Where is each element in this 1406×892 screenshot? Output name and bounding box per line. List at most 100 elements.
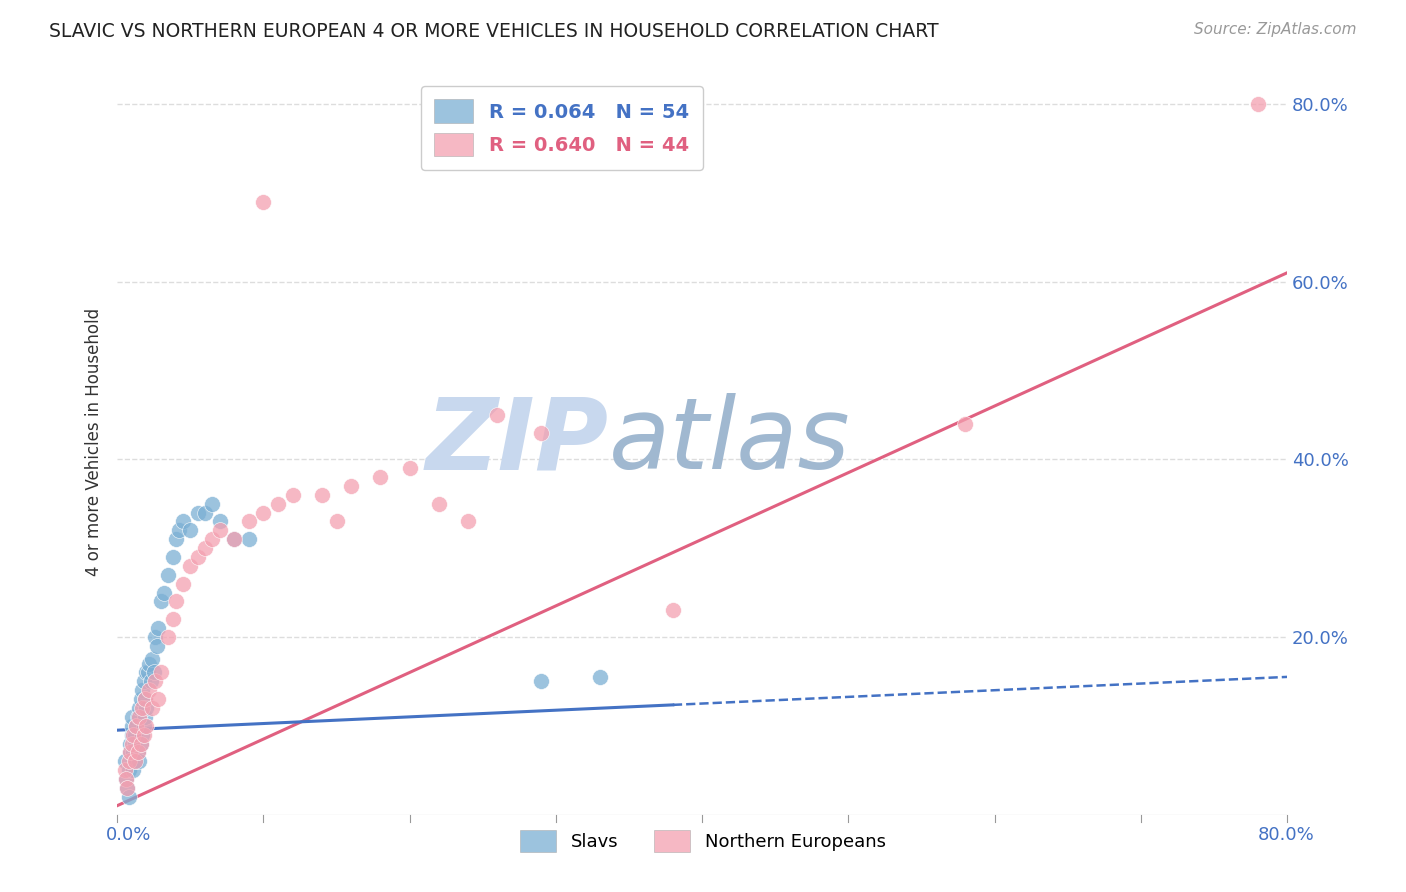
Point [127,710,149,724]
Point [129,737,152,751]
Point [121,719,143,733]
Point [129,737,152,751]
Point [208,524,231,538]
Point [131,728,153,742]
Point [340,479,363,493]
Point [187,506,209,520]
Point [138,683,160,698]
Point [122,728,145,742]
Point [153,585,176,599]
Point [141,701,163,715]
Point [118,789,141,804]
Point [238,515,260,529]
Point [135,719,157,733]
Text: 0.0%: 0.0% [105,826,150,844]
Point [252,506,274,520]
Point [370,470,392,484]
Point [146,692,169,706]
Point [117,780,139,795]
Point [125,754,148,768]
Point [118,763,141,777]
Point [172,515,194,529]
Point [118,754,141,768]
Point [1247,97,1270,112]
Point [224,533,246,547]
Point [194,541,217,555]
Point [114,763,136,777]
Point [131,701,153,715]
Point [124,728,146,742]
Point [281,488,304,502]
Point [150,594,173,608]
Point [138,657,160,671]
Point [117,780,139,795]
Point [662,603,685,617]
Point [530,674,553,689]
Point [139,674,162,689]
Point [427,497,450,511]
Point [125,719,148,733]
Point [121,728,143,742]
Point [132,728,155,742]
Point [201,497,224,511]
Point [167,524,190,538]
Point [194,506,217,520]
Point [157,630,180,644]
Text: ZIP: ZIP [426,393,609,490]
Point [142,665,165,680]
Point [132,674,155,689]
Legend: Slavs, Northern Europeans: Slavs, Northern Europeans [510,821,896,861]
Text: atlas: atlas [609,393,851,490]
Point [208,515,231,529]
Point [187,549,209,564]
Point [131,683,153,698]
Point [124,754,146,768]
Point [165,594,187,608]
Point [238,533,260,547]
Point [162,612,184,626]
Point [179,524,201,538]
Point [122,763,145,777]
Point [955,417,977,431]
Point [179,558,201,573]
Point [128,710,150,724]
Point [141,652,163,666]
Point [125,719,148,733]
Point [267,497,290,511]
Point [165,533,187,547]
Point [128,754,150,768]
Legend: R = 0.064   N = 54, R = 0.640   N = 44: R = 0.064 N = 54, R = 0.640 N = 44 [420,86,703,170]
Point [457,515,479,529]
Point [162,549,184,564]
Point [145,639,167,653]
Point [134,710,156,724]
Point [486,408,509,422]
Point [136,665,159,680]
Point [252,194,274,209]
Point [146,621,169,635]
Point [120,745,142,759]
Point [143,674,166,689]
Point [311,488,333,502]
Point [134,692,156,706]
Point [114,754,136,768]
Point [120,745,142,759]
Point [172,576,194,591]
Point [122,745,145,759]
Point [135,665,157,680]
Text: SLAVIC VS NORTHERN EUROPEAN 4 OR MORE VEHICLES IN HOUSEHOLD CORRELATION CHART: SLAVIC VS NORTHERN EUROPEAN 4 OR MORE VE… [49,22,939,41]
Text: 80.0%: 80.0% [1258,826,1315,844]
Point [201,533,224,547]
Point [127,745,149,759]
Point [530,425,553,440]
Point [150,665,173,680]
Point [325,515,347,529]
Point [135,701,157,715]
Point [124,737,146,751]
Point [157,567,180,582]
Point [115,772,138,786]
Point [398,461,420,475]
Point [121,710,143,724]
Point [589,670,612,684]
Point [224,533,246,547]
